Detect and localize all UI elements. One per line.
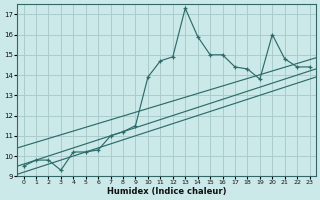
X-axis label: Humidex (Indice chaleur): Humidex (Indice chaleur) — [107, 187, 226, 196]
